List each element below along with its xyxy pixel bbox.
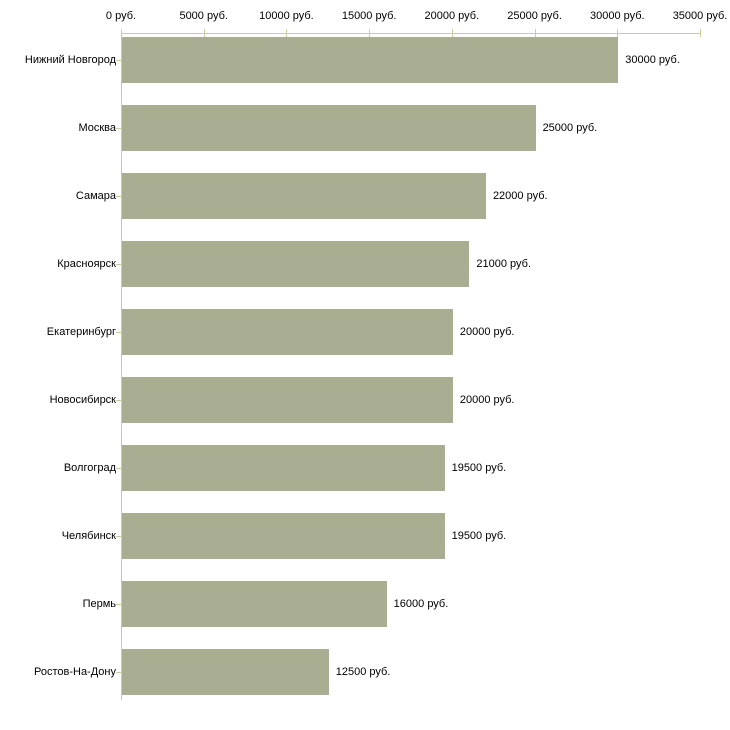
y-axis-tick-mark — [116, 60, 121, 61]
bar-row: Красноярск 21000 руб. — [57, 241, 700, 287]
value-label: 20000 руб. — [459, 326, 515, 338]
value-label: 19500 руб. — [451, 462, 507, 474]
bar-row: Новосибирск 20000 руб. — [50, 377, 700, 423]
value-label: 12500 руб. — [335, 666, 391, 678]
value-label: 16000 руб. — [393, 598, 449, 610]
category-label: Челябинск — [61, 530, 116, 542]
y-axis-tick-mark — [116, 604, 121, 605]
y-axis-tick-mark — [116, 332, 121, 333]
category-label: Екатеринбург — [46, 326, 116, 338]
bar-row: Волгоград 19500 руб. — [64, 445, 700, 491]
bar-row: Екатеринбург 20000 руб. — [47, 309, 700, 355]
category-label: Москва — [78, 122, 116, 134]
bar — [122, 649, 329, 695]
bar — [122, 377, 453, 423]
y-axis-tick-mark — [116, 400, 121, 401]
bar — [122, 241, 470, 287]
value-label: 20000 руб. — [459, 394, 515, 406]
bar — [122, 309, 453, 355]
x-axis-tick-label: 15000 руб. — [341, 10, 397, 22]
x-axis-tick-label: 20000 руб. — [424, 10, 480, 22]
value-label: 30000 руб. — [625, 54, 680, 66]
bar-row: Москва 25000 руб. — [78, 105, 700, 151]
bar — [122, 105, 536, 151]
category-label: Пермь — [82, 598, 116, 610]
x-axis-tick-label: 30000 руб. — [589, 10, 645, 22]
plot-area: Нижний Новгород 30000 руб. Москва 25000 руб… — [25, 33, 700, 700]
category-label: Нижний Новгород — [24, 54, 116, 66]
category-label: Волгоград — [63, 462, 116, 474]
y-axis-tick-mark — [116, 264, 121, 265]
category-label: Ростов-На-Дону — [33, 666, 116, 678]
x-axis-tick-label: 5000 руб. — [179, 10, 228, 22]
value-label: 21000 руб. — [476, 258, 532, 270]
bar — [122, 581, 387, 627]
y-axis-tick-mark — [116, 196, 121, 197]
category-label: Красноярск — [57, 258, 116, 270]
bar-row: Челябинск 19500 руб. — [62, 513, 700, 559]
value-label: 25000 руб. — [542, 122, 598, 134]
bar — [122, 173, 486, 219]
y-axis-tick-mark — [116, 468, 121, 469]
bar — [122, 445, 445, 491]
value-label: 22000 руб. — [492, 190, 548, 202]
bar — [122, 513, 445, 559]
x-axis-tick-label: 10000 руб. — [259, 10, 314, 22]
y-axis-tick-mark — [116, 128, 121, 129]
x-axis-tick-mark — [700, 29, 701, 37]
category-label: Новосибирск — [49, 394, 116, 406]
y-axis-tick-mark — [116, 536, 121, 537]
bar-row: Ростов-На-Дону 12500 руб. — [34, 649, 700, 695]
bar — [122, 37, 619, 83]
bar-row: Нижний Новгород 30000 руб. — [25, 37, 700, 83]
bar-row: Самара 22000 руб. — [76, 173, 700, 219]
x-axis-tick-label: 35000 руб. — [672, 10, 728, 22]
category-label: Самара — [75, 190, 116, 202]
bar-row: Пермь 16000 руб. — [83, 581, 700, 627]
x-axis-tick-label: 0 руб. — [105, 10, 137, 22]
x-axis-tick-label: 25000 руб. — [507, 10, 562, 22]
value-label: 19500 руб. — [451, 530, 507, 542]
y-axis-tick-mark — [116, 672, 121, 673]
